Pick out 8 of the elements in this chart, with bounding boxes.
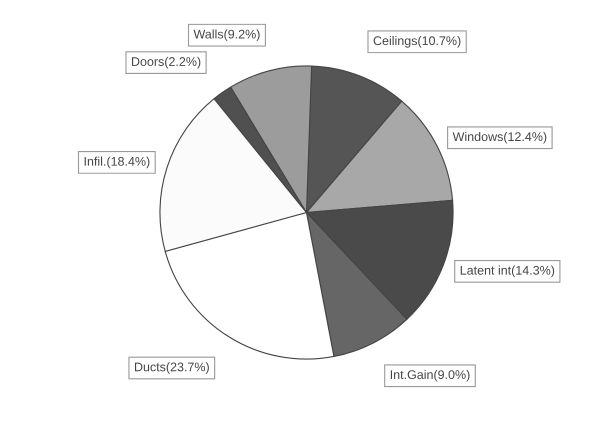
- slice-label: Infil.(18.4%): [84, 156, 150, 168]
- slice-label: Windows(12.4%): [452, 132, 546, 144]
- slice-label: Ceilings(10.7%): [374, 36, 460, 48]
- slice-label: Walls(9.2%): [194, 29, 260, 42]
- slice-label: Int.Gain(9.0%): [390, 370, 470, 382]
- slice-label: Doors(2.2%): [132, 56, 200, 68]
- slice-label: Latent int(14.3%): [460, 266, 554, 278]
- slice-label: Ducts(23.7%): [134, 362, 209, 374]
